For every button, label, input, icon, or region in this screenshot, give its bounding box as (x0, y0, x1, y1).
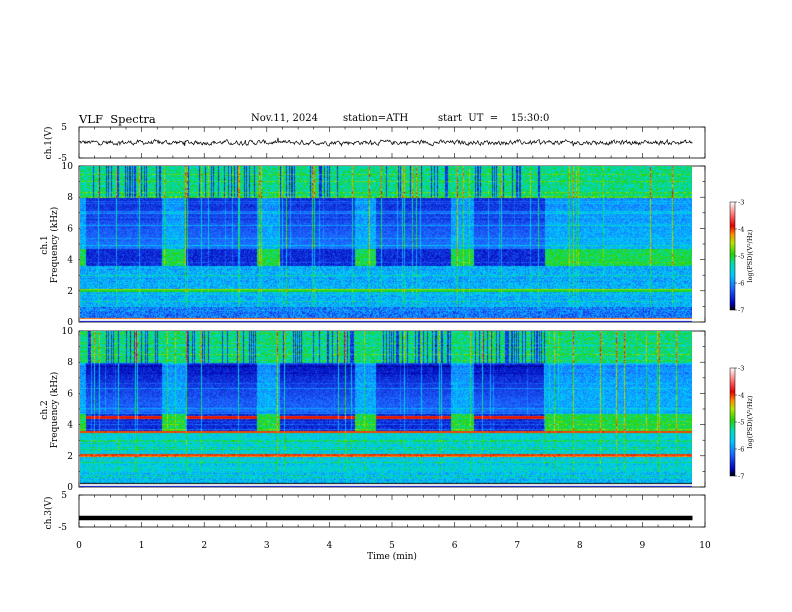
ch2-spec-ylabel-ch: ch.2 (40, 400, 50, 419)
y-tick-label: 5 (61, 123, 67, 133)
y-tick-label: 10 (62, 162, 74, 172)
ch3-ylabel: ch.3(V) (43, 497, 54, 530)
ch1-spectrogram-image (80, 166, 692, 322)
colorbar-tick-label: -4 (738, 392, 744, 400)
y-tick-label: 2 (67, 452, 73, 462)
x-tick-label: 9 (640, 541, 646, 551)
ch1-spec-ylabel: Frequency (kHz) (49, 207, 60, 284)
ch2-spectrogram-image (80, 331, 692, 487)
ch2-colorbar-label: log(PSD)(V²/Hz) (746, 395, 754, 448)
ch1-trace (78, 137, 693, 147)
ch1-colorbar-label: log(PSD)(V²/Hz) (746, 229, 754, 282)
colorbar-tick-label: -4 (738, 226, 744, 234)
x-tick-label: 7 (514, 541, 520, 551)
y-tick-label: 5 (61, 491, 67, 501)
colorbar-tick-label: -5 (738, 419, 744, 427)
y-tick-label: -5 (58, 523, 67, 533)
ch2-colorbar (729, 367, 736, 477)
colorbar-tick-label: -3 (738, 199, 744, 207)
x-tick-label: 0 (76, 541, 82, 551)
y-tick-label: 8 (67, 193, 73, 203)
ch1-colorbar (729, 201, 736, 311)
colorbar-tick-label: -7 (738, 307, 744, 315)
y-tick-label: 4 (67, 421, 73, 431)
x-tick-label: 6 (452, 541, 458, 551)
x-axis-label: Time (min) (367, 551, 417, 562)
x-tick-label: 5 (389, 541, 395, 551)
figure-title: VLF Spectra (79, 112, 156, 126)
colorbar-tick-label: -6 (738, 446, 744, 454)
ch2-spec-ylabel: Frequency (kHz) (49, 372, 60, 449)
station-label: station=ATH (343, 113, 409, 124)
ch1-spec-ylabel-ch: ch.1 (40, 235, 50, 254)
x-tick-label: 3 (264, 541, 270, 551)
colorbar-tick-label: -6 (738, 280, 744, 288)
y-tick-label: 6 (67, 224, 73, 234)
y-tick-label: 4 (67, 256, 73, 266)
y-tick-label: 0 (67, 483, 73, 493)
y-tick-label: 10 (62, 327, 74, 337)
y-tick-label: 2 (67, 287, 73, 297)
ch1-ylabel: ch.1(V) (43, 127, 54, 160)
y-tick-label: 6 (67, 389, 73, 399)
ch1-waveform-panel: 5 -5 (58, 123, 706, 164)
x-tick-label: 1 (139, 541, 145, 551)
y-tick-label: 0 (67, 318, 73, 328)
y-tick-label: -5 (58, 154, 67, 164)
colorbar-tick-label: -3 (738, 365, 744, 373)
colorbar-tick-label: -5 (738, 253, 744, 261)
colorbar-tick-label: -7 (738, 473, 744, 481)
date-label: Nov.11, 2024 (251, 113, 318, 124)
x-tick-label: 10 (699, 541, 711, 551)
x-tick-label: 8 (577, 541, 583, 551)
x-tick-label: 2 (201, 541, 207, 551)
y-tick-label: 8 (67, 358, 73, 368)
start-ut-label: start UT = 15:30:0 (438, 113, 550, 124)
ch3-waveform-panel: 5 -5 0 1 2 3 4 5 6 7 8 9 10 (58, 491, 711, 551)
x-tick-label: 4 (327, 541, 333, 551)
